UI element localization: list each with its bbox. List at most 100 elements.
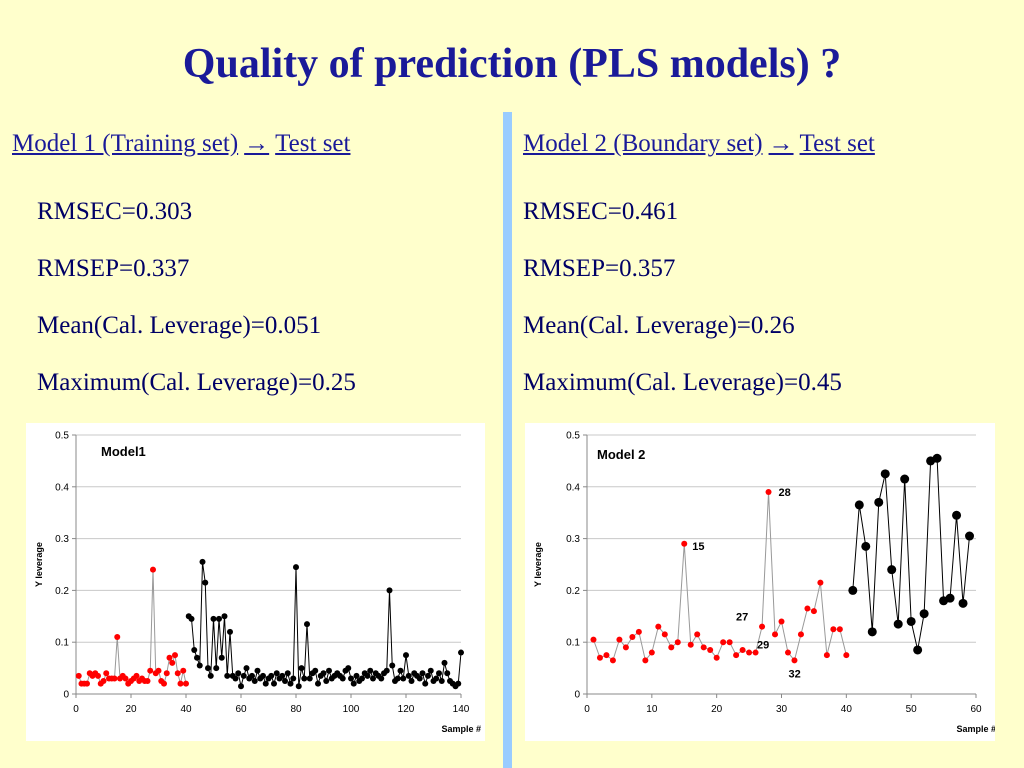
point [315, 680, 321, 687]
point-label: 27 [736, 612, 748, 624]
stat: RMSEC=0.303 [37, 198, 193, 225]
point [295, 683, 302, 690]
stat: RMSEP=0.357 [523, 255, 676, 282]
point [861, 541, 871, 551]
point [114, 634, 121, 641]
point [290, 675, 297, 682]
y-tick-label: 0.2 [55, 586, 69, 597]
point [224, 672, 231, 679]
point [262, 680, 269, 687]
point [810, 608, 817, 615]
point [84, 680, 90, 687]
series-line [78, 569, 187, 685]
point [166, 654, 173, 661]
point [386, 587, 393, 594]
heading-target: Test set [275, 130, 351, 157]
point [191, 646, 198, 653]
x-tick-label: 20 [711, 704, 723, 715]
point [183, 680, 189, 687]
heading-model: Model 2 (Boundary set) [523, 130, 763, 157]
point [238, 683, 244, 690]
point [249, 672, 255, 679]
stat: RMSEC=0.461 [523, 198, 679, 225]
point [958, 598, 968, 608]
point [707, 646, 714, 653]
point [111, 675, 118, 682]
x-tick-label: 100 [343, 704, 360, 715]
point [458, 649, 464, 656]
point [596, 654, 603, 661]
point [301, 675, 308, 682]
point [906, 616, 916, 626]
point [359, 675, 365, 682]
x-tick-label: 140 [453, 704, 470, 715]
point [804, 605, 811, 612]
arrow: → [244, 130, 270, 157]
point [172, 652, 178, 659]
y-tick-label: 0.5 [55, 431, 69, 442]
point [122, 675, 129, 682]
x-tick-label: 120 [398, 704, 415, 715]
point [874, 497, 884, 507]
point [603, 652, 610, 659]
point [240, 672, 247, 679]
point [419, 670, 426, 677]
point [681, 540, 688, 547]
x-tick-label: 60 [970, 704, 982, 715]
x-axis-label: Sample # [956, 724, 995, 734]
point [273, 670, 280, 677]
point [867, 627, 877, 637]
point [383, 667, 390, 674]
point [965, 531, 975, 541]
point [746, 649, 753, 656]
x-tick-label: 40 [841, 704, 853, 715]
point [648, 649, 655, 656]
chart: 0 0.1 0.2 0.3 0.4 0.5 0 10 20 30 40 50 60 Model 2 Samp… [533, 431, 996, 735]
y-tick-label: 0.1 [566, 638, 580, 649]
point [218, 654, 225, 661]
chart: 0 0.1 0.2 0.3 0.4 0.5 0 20 40 60 80 100 120 140 Model1… [34, 431, 481, 735]
point-label: 29 [757, 639, 769, 651]
point [155, 667, 162, 674]
point [163, 670, 170, 677]
divider [503, 112, 512, 768]
point [441, 659, 448, 666]
point [900, 474, 910, 484]
point [205, 665, 211, 672]
point [687, 641, 694, 648]
heading-target: Test set [799, 130, 875, 157]
point [293, 564, 299, 571]
point [364, 672, 371, 679]
point [616, 636, 623, 643]
point [216, 615, 222, 622]
point [350, 680, 357, 687]
slide-title: Quality of prediction (PLS models) ? [182, 41, 842, 87]
point [169, 659, 176, 666]
y-axis-label: Y leverage [533, 542, 543, 587]
point [243, 665, 250, 672]
point [642, 657, 649, 664]
point [100, 678, 107, 685]
x-tick-label: 40 [180, 704, 192, 715]
point [284, 670, 291, 677]
point [836, 626, 843, 633]
point-label: 32 [788, 668, 800, 680]
point [830, 626, 837, 633]
point [254, 667, 261, 674]
point [752, 649, 759, 656]
y-tick-label: 0.1 [55, 638, 69, 649]
point [655, 623, 662, 630]
point [271, 680, 277, 687]
point [772, 631, 779, 638]
point-label: 15 [692, 541, 704, 553]
point [298, 665, 305, 672]
point [425, 672, 431, 679]
stat: Maximum(Cal. Leverage)=0.25 [37, 369, 356, 396]
heading-model: Model 1 (Training set) [12, 130, 239, 157]
y-tick-label: 0 [63, 690, 69, 701]
point [199, 558, 206, 565]
point [95, 672, 101, 679]
chart-box: 0 0.1 0.2 0.3 0.4 0.5 0 10 20 30 40 50 60 Model 2 Samp… [525, 423, 996, 741]
point [339, 675, 346, 682]
